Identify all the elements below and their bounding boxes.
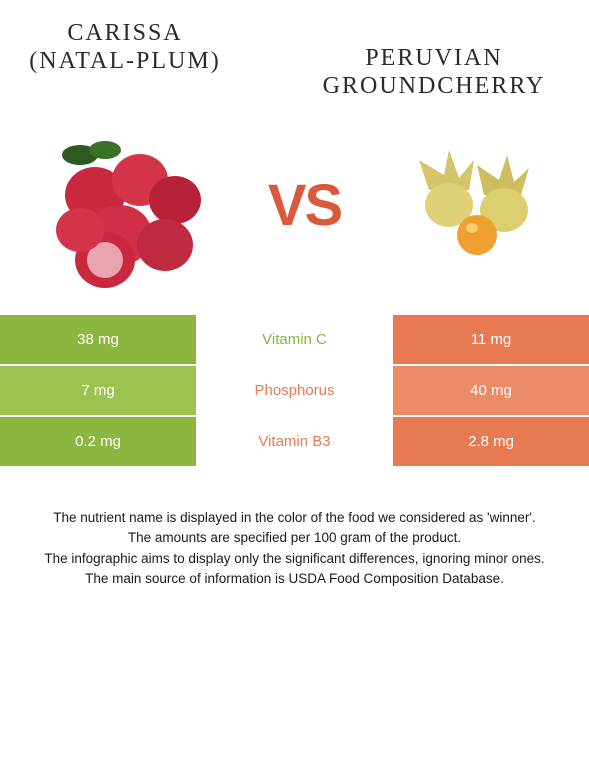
cell-left-value: 0.2 mg xyxy=(0,417,196,466)
food-title-right: PERUVIAN GROUNDCHERRY xyxy=(304,20,564,100)
footer-notes: The nutrient name is displayed in the co… xyxy=(0,468,589,589)
cell-nutrient: Phosphorus xyxy=(196,366,393,415)
food-image-right xyxy=(399,140,549,270)
footer-line: The infographic aims to display only the… xyxy=(30,549,559,569)
cell-right-value: 2.8 mg xyxy=(393,417,589,466)
cell-right-value: 11 mg xyxy=(393,315,589,364)
footer-line: The amounts are specified per 100 gram o… xyxy=(30,528,559,548)
cell-left-value: 38 mg xyxy=(0,315,196,364)
cell-nutrient: Vitamin C xyxy=(196,315,393,364)
cell-right-value: 40 mg xyxy=(393,366,589,415)
cell-nutrient: Vitamin B3 xyxy=(196,417,393,466)
images-row: VS xyxy=(0,110,589,315)
table-row: 7 mg Phosphorus 40 mg xyxy=(0,366,589,415)
cell-left-value: 7 mg xyxy=(0,366,196,415)
food-image-left xyxy=(40,120,210,290)
footer-line: The main source of information is USDA F… xyxy=(30,569,559,589)
comparison-table: 38 mg Vitamin C 11 mg 7 mg Phosphorus 40… xyxy=(0,315,589,466)
vs-text: VS xyxy=(268,172,341,239)
header: CARISSA (NATAL-PLUM) PERUVIAN GROUNDCHER… xyxy=(0,0,589,110)
food-title-left: CARISSA (NATAL-PLUM) xyxy=(25,20,225,100)
table-row: 38 mg Vitamin C 11 mg xyxy=(0,315,589,364)
table-row: 0.2 mg Vitamin B3 2.8 mg xyxy=(0,417,589,466)
footer-line: The nutrient name is displayed in the co… xyxy=(30,508,559,528)
